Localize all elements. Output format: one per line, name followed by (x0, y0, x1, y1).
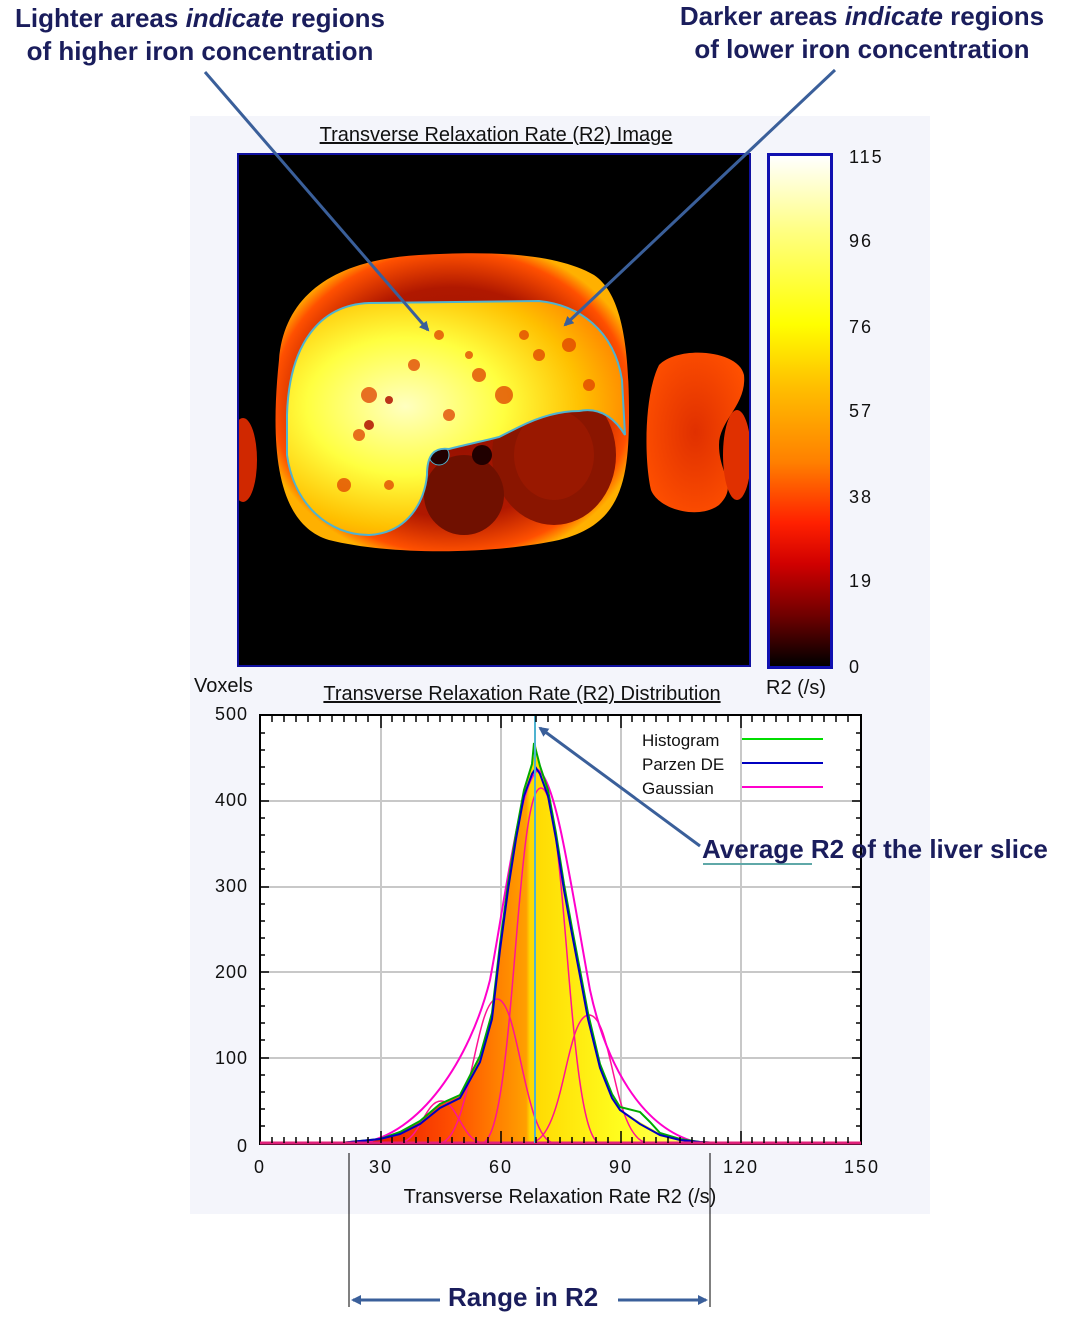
range-r2-callout: Range in R2 (448, 1282, 599, 1312)
callout-arrows (203, 68, 837, 848)
y-tick: 200 (214, 962, 248, 982)
x-axis-label: Transverse Relaxation Rate R2 (/s) (403, 1186, 717, 1208)
colorbar-tick: 0 (849, 657, 862, 677)
lighter-areas-callout: Lighter areas indicate regions of higher… (0, 2, 400, 68)
x-tick: 120 (722, 1157, 760, 1177)
colorbar (767, 153, 833, 669)
chart-legend: Histogram Parzen DE Gaussian (642, 729, 724, 801)
legend-gaussian: Gaussian (642, 779, 714, 798)
colorbar-label: R2 (/s) (766, 677, 826, 699)
x-tick: 0 (253, 1157, 267, 1177)
average-r2-callout: Average R2 of the liver slice (702, 834, 1048, 864)
callout-text: of higher iron concentration (26, 36, 374, 66)
image-title-text: Transverse Relaxation Rate (R2) Image (319, 124, 673, 146)
legend-parzen-de: Parzen DE (642, 755, 725, 774)
image-title: Transverse Relaxation Rate (R2) Image (238, 124, 754, 147)
mri-slice-graphic (239, 253, 749, 552)
x-tick: 90 (608, 1157, 634, 1177)
colorbar-tick: 115 (849, 147, 884, 167)
callout-text: regions (942, 1, 1045, 31)
y-axis-label: Voxels (194, 675, 253, 697)
callout-text: regions (283, 3, 385, 33)
y-tick: 300 (214, 876, 248, 896)
y-tick: 100 (214, 1048, 248, 1068)
y-tick: 400 (214, 790, 248, 810)
darker-areas-callout: Darker areas indicate regions of lower i… (662, 0, 1062, 66)
y-tick: 0 (236, 1136, 248, 1156)
chart-title: Transverse Relaxation Rate (R2) Distribu… (300, 683, 744, 706)
callout-emphasis: indicate (185, 3, 284, 33)
callout-emphasis: indicate (844, 1, 943, 31)
colorbar-tick: 19 (849, 571, 874, 591)
colorbar-tick: 57 (849, 401, 874, 421)
x-tick: 30 (368, 1157, 394, 1177)
plot-area (259, 714, 862, 1145)
legend-histogram: Histogram (642, 731, 720, 750)
r2-mri-image (237, 153, 751, 667)
colorbar-tick: 76 (849, 317, 874, 337)
callout-text: Lighter areas (15, 3, 186, 33)
chart-title-text: Transverse Relaxation Rate (R2) Distribu… (323, 683, 721, 705)
x-tick: 150 (843, 1157, 881, 1177)
x-tick: 60 (488, 1157, 514, 1177)
callout-text: Darker areas (679, 1, 845, 31)
y-tick: 500 (214, 704, 248, 724)
callout-text: of lower iron concentration (694, 34, 1030, 64)
colorbar-tick: 38 (849, 487, 874, 507)
colorbar-tick: 96 (849, 231, 874, 251)
